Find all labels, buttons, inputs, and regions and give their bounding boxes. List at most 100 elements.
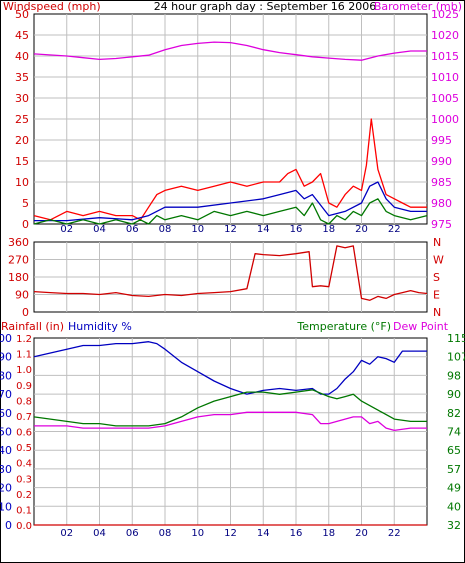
x-tick-label: 10 <box>191 224 204 235</box>
y-tick-right-label: 115 <box>447 332 465 345</box>
x-tick-label: 14 <box>257 224 270 235</box>
x-tick-label: 22 <box>388 224 401 235</box>
wind-right-axis-label: Barometer (mb) <box>374 0 462 13</box>
x-tick-label: 12 <box>224 224 237 235</box>
series-barometer <box>33 41 427 61</box>
y-tick-left-label: 40 <box>0 444 12 457</box>
y-tick-left-label: 360 <box>8 236 29 249</box>
rainfall-y-ticks: 0.0 0.1 0.2 0.3 0.4 0.5 0.6 0.7 0.8 0.9 1.0 1.1 1.2 <box>16 334 32 532</box>
y-tick-right-label: 985 <box>431 176 452 189</box>
y-tick-left-label: 5 <box>22 197 29 210</box>
y-tick-right-label: 1005 <box>431 92 459 105</box>
wind-panel: 02 04 06 08 10 12 14 16 18 20 22 05101520253035404… <box>3 0 462 235</box>
y-tick-left-label: 60 <box>0 407 12 420</box>
wind-x-ticks: 02 04 06 08 10 12 14 16 18 20 22 <box>60 224 400 235</box>
y-tick-left-label: 70 <box>0 388 12 401</box>
x-tick-label: 06 <box>126 224 139 235</box>
y-tick-right-label: 1000 <box>431 113 459 126</box>
rainfall-axis-label: Rainfall (in) <box>1 320 64 333</box>
y-tick-right-label: S <box>433 271 440 284</box>
dewpoint-axis-label: Dew Point <box>393 320 449 333</box>
temperature-axis-label: Temperature (°F) <box>296 320 391 333</box>
y-tick-right-label: 1025 <box>431 8 459 21</box>
y-tick-left-label: 10 <box>0 500 12 513</box>
y-tick-right-label: 995 <box>431 134 452 147</box>
series-direction <box>33 245 428 301</box>
y-tick-left-label: 50 <box>15 8 29 21</box>
y-tick-left-label: 50 <box>0 426 12 439</box>
humidity-y-ticks: 0 10 20 30 40 50 60 70 80 90 100 <box>0 332 12 532</box>
y-tick-right-label: 90 <box>447 388 461 401</box>
rain-tick-label: 0.9 <box>16 381 32 392</box>
y-tick-right-label: 975 <box>431 218 452 231</box>
direction-series <box>33 245 428 301</box>
y-tick-left-label: 35 <box>15 71 29 84</box>
y-tick-right-label: 82 <box>447 407 461 420</box>
rain-tick-label: 0.4 <box>16 459 32 470</box>
y-tick-left-label: 15 <box>15 155 29 168</box>
y-tick-right-label: 57 <box>447 463 461 476</box>
series-avgwind <box>34 181 427 222</box>
y-tick-right-label: 98 <box>447 369 461 382</box>
y-tick-left-label: 45 <box>15 29 29 42</box>
y-tick-left-label: 0 <box>22 306 29 319</box>
y-tick-right-label: 1020 <box>431 29 459 42</box>
temperature-grid <box>34 338 427 525</box>
x-tick-label: 20 <box>355 224 368 235</box>
x-tick-label: 18 <box>322 528 335 539</box>
wind-y-right-ticks: 975 980 985 990 995 1000 1005 1010 1015 1020 1025 <box>431 8 459 231</box>
y-tick-left-label: 180 <box>8 271 29 284</box>
x-tick-label: 22 <box>388 528 401 539</box>
rain-tick-label: 0.0 <box>16 521 32 532</box>
x-tick-label: 16 <box>290 528 303 539</box>
x-tick-label: 02 <box>60 528 73 539</box>
temperature-x-ticks: 02 04 06 08 10 12 14 16 18 20 22 <box>60 528 400 539</box>
y-tick-left-label: 0 <box>5 519 12 532</box>
y-tick-left-label: 25 <box>15 113 29 126</box>
series-humidity <box>33 341 427 395</box>
temperature-y-ticks: 32 40 49 57 65 74 82 90 98 107 115 <box>447 332 465 532</box>
x-tick-label: 14 <box>257 528 270 539</box>
x-tick-label: 10 <box>191 528 204 539</box>
y-tick-right-label: 107 <box>447 351 465 364</box>
x-tick-label: 18 <box>322 224 335 235</box>
chart-title: 24 hour graph day : September 16 2006 <box>154 0 377 13</box>
rain-tick-label: 0.7 <box>16 412 32 423</box>
y-tick-right-label: 65 <box>447 444 461 457</box>
temperature-series <box>33 341 427 526</box>
y-tick-left-label: 100 <box>0 332 12 345</box>
y-tick-left-label: 10 <box>15 176 29 189</box>
x-tick-label: 02 <box>60 224 73 235</box>
rain-tick-label: 0.1 <box>16 505 32 516</box>
rain-tick-label: 1.0 <box>16 365 32 376</box>
y-tick-right-label: 1015 <box>431 50 459 63</box>
rain-tick-label: 1.2 <box>16 334 32 345</box>
y-tick-left-label: 0 <box>22 218 29 231</box>
y-tick-left-label: 20 <box>15 134 29 147</box>
x-tick-label: 06 <box>126 528 139 539</box>
y-tick-right-label: 990 <box>431 155 452 168</box>
series-wind <box>33 198 428 225</box>
rain-tick-label: 0.2 <box>16 490 32 501</box>
y-tick-left-label: 30 <box>0 463 12 476</box>
x-tick-label: 04 <box>93 528 106 539</box>
x-tick-label: 08 <box>159 224 172 235</box>
y-tick-right-label: E <box>433 289 440 302</box>
wind-left-axis-label: Windspeed (mph) <box>3 0 101 13</box>
rain-tick-label: 1.1 <box>16 350 32 361</box>
x-tick-label: 08 <box>159 528 172 539</box>
y-tick-left-label: 40 <box>15 50 29 63</box>
series-gust <box>33 118 427 221</box>
x-tick-label: 04 <box>93 224 106 235</box>
direction-y-left-ticks: 0 90 180 270 360 <box>8 236 29 319</box>
y-tick-right-label: 49 <box>447 482 461 495</box>
y-tick-left-label: 30 <box>15 92 29 105</box>
y-tick-right-label: 40 <box>447 500 461 513</box>
y-tick-left-label: 90 <box>15 289 29 302</box>
x-tick-label: 12 <box>224 528 237 539</box>
y-tick-left-label: 90 <box>0 351 12 364</box>
y-tick-right-label: W <box>433 254 444 267</box>
rain-tick-label: 0.5 <box>16 443 32 454</box>
